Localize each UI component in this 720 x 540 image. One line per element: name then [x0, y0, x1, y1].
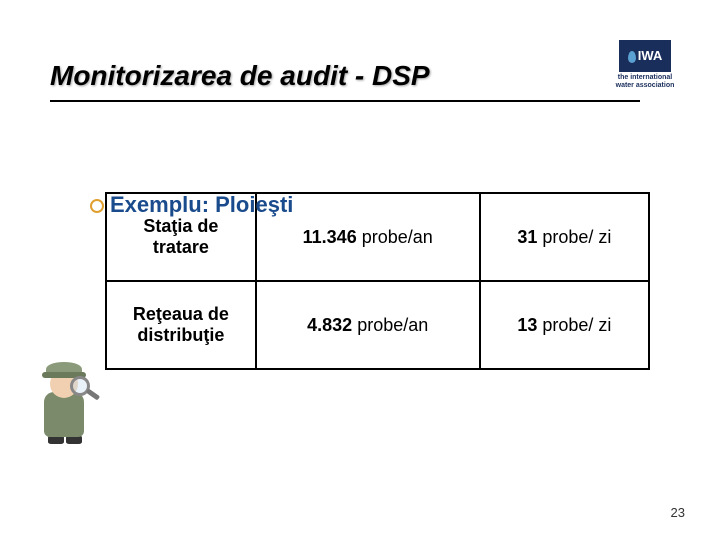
value-bold: 4.832: [307, 315, 352, 335]
value-bold: 13: [517, 315, 537, 335]
bullet-icon: [90, 199, 104, 213]
slide: IWA the international water association …: [0, 0, 720, 540]
value-bold: 11.346: [303, 227, 357, 247]
cell-daily-2: 13 probe/ zi: [480, 281, 649, 369]
water-drop-icon: [628, 51, 636, 63]
bullet-label: Exemplu: Ploieşti: [110, 192, 293, 217]
value-bold: 31: [517, 227, 537, 247]
logo-tagline: the international water association: [610, 74, 680, 89]
title-underline: [50, 100, 640, 102]
value-unit: probe/an: [357, 227, 433, 247]
detective-icon: [30, 350, 100, 450]
data-table: Staţia de tratare 11.346 probe/an 31 pro…: [105, 192, 650, 370]
logo: IWA the international water association: [610, 40, 680, 89]
row-head-2: Reţeaua de distribuţie: [106, 281, 256, 369]
value-unit: probe/ zi: [537, 227, 611, 247]
cell-daily-1: 31 probe/ zi: [480, 193, 649, 281]
cell-annual-2: 4.832 probe/an: [256, 281, 480, 369]
table-row: Reţeaua de distribuţie 4.832 probe/an 13…: [106, 281, 649, 369]
value-unit: probe/ zi: [537, 315, 611, 335]
logo-abbrev: IWA: [638, 48, 663, 63]
value-unit: probe/an: [352, 315, 428, 335]
logo-mark: IWA: [619, 40, 671, 72]
page-title: Monitorizarea de audit - DSP: [50, 60, 670, 92]
example-bullet: Exemplu: Ploieşti: [90, 192, 293, 218]
page-number: 23: [671, 505, 685, 520]
content: Exemplu: Ploieşti Staţia de tratare 11.3…: [50, 192, 670, 370]
